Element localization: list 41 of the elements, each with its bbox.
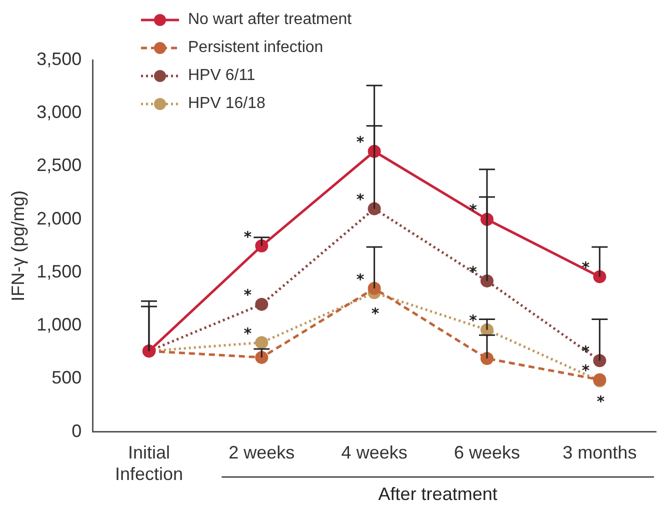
legend-label: HPV 6/11 xyxy=(188,67,256,85)
point xyxy=(593,354,606,368)
legend-label: HPV 16/18 xyxy=(188,95,266,113)
annotation: * xyxy=(244,324,252,342)
y-tick-label: 500 xyxy=(52,368,82,388)
point xyxy=(368,282,381,295)
y-tick-label: 2,000 xyxy=(36,208,82,228)
point xyxy=(255,350,268,364)
x-tick-label: 2 weeks xyxy=(228,442,295,463)
point xyxy=(368,202,381,216)
annotation: * xyxy=(469,312,478,330)
legend-label: Persistent infection xyxy=(188,39,324,57)
x-tick-label: 4 weeks xyxy=(341,442,408,463)
y-tick-label: 3,000 xyxy=(36,102,82,122)
annotation: * xyxy=(244,228,252,246)
annotation: * xyxy=(356,270,364,288)
legend-label: No wart after treatment xyxy=(188,11,352,29)
point xyxy=(593,270,606,284)
annotation: * xyxy=(582,258,590,277)
y-tick-label: 2,500 xyxy=(36,155,82,176)
x-tick-label: Initial Infection xyxy=(114,442,184,484)
y-tick-label: 1,500 xyxy=(36,261,82,282)
annotation: * xyxy=(356,133,364,152)
point xyxy=(480,274,494,288)
annotation: * xyxy=(596,392,605,411)
y-tick-label: 1,000 xyxy=(36,314,82,335)
y-tick-label: 0 xyxy=(72,420,82,441)
annotation: * xyxy=(371,304,380,323)
point xyxy=(255,336,268,350)
y-axis-title: IFN-γ (pg/mg) xyxy=(8,190,28,302)
point xyxy=(480,352,494,366)
annotation: * xyxy=(582,362,590,380)
y-tick-label: 3,500 xyxy=(36,48,82,69)
x-tick-label: 6 weeks xyxy=(454,442,520,463)
point xyxy=(255,239,268,252)
annotation: * xyxy=(356,190,364,209)
point xyxy=(255,298,268,311)
x-tick-label: 3 months xyxy=(562,442,637,463)
text: After treatment xyxy=(378,484,498,504)
annotation: * xyxy=(244,286,252,304)
annotation: * xyxy=(469,262,478,281)
